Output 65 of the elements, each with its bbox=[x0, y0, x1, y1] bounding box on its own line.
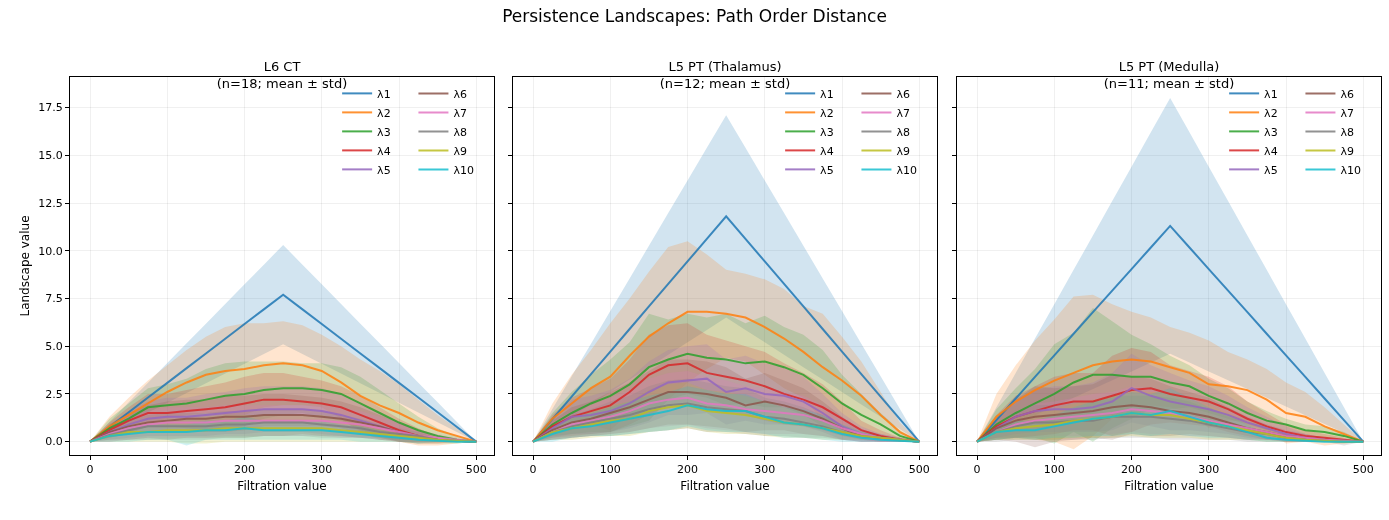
legend-label: λ3 bbox=[377, 125, 391, 139]
legend-label: λ1 bbox=[820, 87, 834, 101]
x-tick-label: 300 bbox=[311, 463, 333, 477]
legend-label: λ4 bbox=[820, 144, 834, 158]
legend-label: λ5 bbox=[377, 163, 391, 177]
x-tick-label: 200 bbox=[1121, 463, 1143, 477]
x-tick-label: 500 bbox=[908, 463, 930, 477]
legend-label: λ8 bbox=[896, 125, 910, 139]
legend-label: λ3 bbox=[1264, 125, 1278, 139]
legend-label: λ7 bbox=[896, 106, 910, 120]
legend-label: λ9 bbox=[1340, 144, 1354, 158]
legend-label: λ7 bbox=[453, 106, 467, 120]
legend-label: λ6 bbox=[896, 87, 910, 101]
legend-label: λ6 bbox=[1340, 87, 1354, 101]
legend-label: λ9 bbox=[896, 144, 910, 158]
x-tick-label: 100 bbox=[1043, 463, 1065, 477]
y-tick-label: 10.0 bbox=[38, 244, 63, 258]
x-tick-label: 0 bbox=[86, 463, 94, 477]
legend-label: λ2 bbox=[1264, 106, 1278, 120]
y-tick-label: 12.5 bbox=[38, 196, 63, 210]
legend-label: λ4 bbox=[377, 144, 391, 158]
x-tick-label: 200 bbox=[677, 463, 699, 477]
x-axis-title: Filtration value bbox=[1124, 479, 1214, 494]
chart-title: L5 PT (Thalamus) (n=12; mean ± std) bbox=[659, 59, 791, 91]
legend-label: λ10 bbox=[896, 163, 917, 177]
x-axis-title: Filtration value bbox=[680, 479, 770, 494]
legend-label: λ7 bbox=[1340, 106, 1354, 120]
legend-label: λ4 bbox=[1264, 144, 1278, 158]
x-tick-label: 400 bbox=[1275, 463, 1297, 477]
x-tick-label: 0 bbox=[973, 463, 981, 477]
legend-label: λ1 bbox=[1264, 87, 1278, 101]
x-tick-label: 500 bbox=[1352, 463, 1374, 477]
legend-label: λ8 bbox=[1340, 125, 1354, 139]
legend-label: λ3 bbox=[820, 125, 834, 139]
y-tick-label: 7.5 bbox=[45, 292, 63, 306]
legend-label: λ10 bbox=[1340, 163, 1361, 177]
legend-label: λ2 bbox=[820, 106, 834, 120]
line-series bbox=[89, 427, 478, 443]
legend-label: λ6 bbox=[453, 87, 467, 101]
y-tick-label: 5.0 bbox=[45, 340, 63, 354]
x-tick-label: 400 bbox=[388, 463, 410, 477]
legend-label: λ10 bbox=[453, 163, 474, 177]
x-tick-label: 100 bbox=[599, 463, 621, 477]
x-axis-title: Filtration value bbox=[237, 479, 327, 494]
chart-title: L5 PT (Medulla) (n=11; mean ± std) bbox=[1103, 59, 1235, 91]
x-tick-label: 100 bbox=[156, 463, 178, 477]
legend-label: λ5 bbox=[820, 163, 834, 177]
legend-label: λ1 bbox=[377, 87, 391, 101]
y-tick-label: 2.5 bbox=[45, 387, 63, 401]
x-tick-label: 500 bbox=[465, 463, 487, 477]
chart-title: L6 CT (n=18; mean ± std) bbox=[216, 59, 348, 91]
x-tick-label: 400 bbox=[831, 463, 853, 477]
legend-label: λ5 bbox=[1264, 163, 1278, 177]
x-tick-label: 0 bbox=[529, 463, 537, 477]
legend-label: λ8 bbox=[453, 125, 467, 139]
y-tick-label: 17.5 bbox=[38, 101, 63, 115]
y-tick-label: 0.0 bbox=[45, 435, 63, 449]
text: Persistence Landscapes: Path Order Distance bbox=[501, 6, 888, 26]
y-tick-label: 15.0 bbox=[38, 149, 63, 163]
y-axis-title: Landscape value bbox=[17, 215, 32, 317]
x-tick-label: 200 bbox=[234, 463, 256, 477]
legend-label: λ2 bbox=[377, 106, 391, 120]
x-tick-label: 300 bbox=[1198, 463, 1220, 477]
legend-label: λ9 bbox=[453, 144, 467, 158]
x-tick-label: 300 bbox=[754, 463, 776, 477]
